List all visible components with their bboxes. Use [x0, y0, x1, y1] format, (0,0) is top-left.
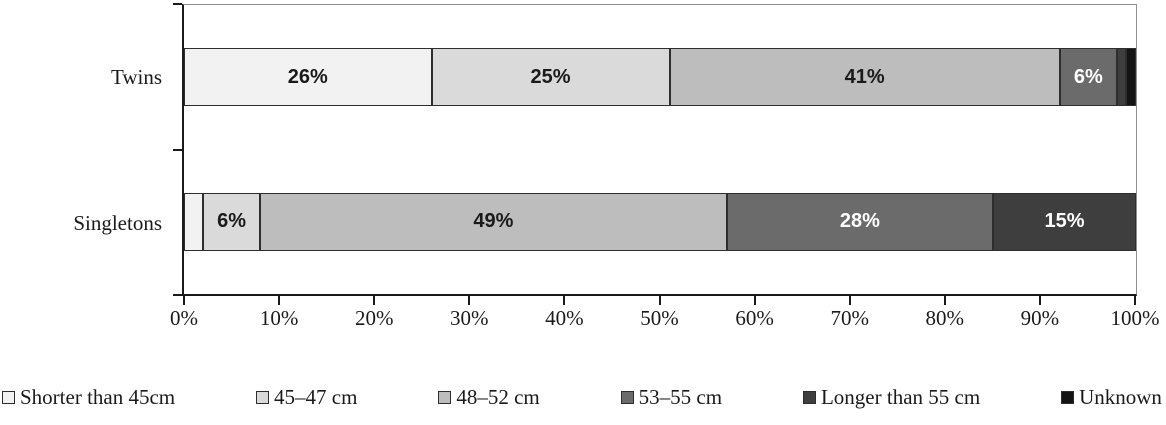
legend-swatch	[1061, 391, 1075, 404]
x-axis-tick	[278, 296, 281, 305]
bar-segment-singletons-4: 15%	[993, 192, 1136, 251]
x-axis-tick-label: 10%	[259, 306, 299, 330]
bar-value-label: 25%	[530, 65, 571, 88]
x-axis-tick	[1038, 296, 1041, 305]
bar-value-label: 41%	[844, 65, 885, 88]
x-axis-tick-label: 80%	[925, 306, 965, 330]
x-axis-tick-label: 70%	[830, 306, 869, 330]
stacked-bar-twins: 26% 25% 41% 6%	[184, 48, 1136, 107]
category-label-singletons: Singletons	[73, 210, 162, 235]
x-axis-tick	[848, 296, 851, 305]
legend-item-2: 48–52 cm	[438, 385, 540, 410]
x-axis-tick-label: 40%	[545, 306, 584, 330]
bar-value-label: 15%	[1044, 210, 1085, 233]
x-axis-ticks	[183, 296, 1136, 305]
bar-segment-twins-0: 26%	[184, 48, 432, 107]
legend-swatch	[620, 391, 634, 404]
legend-item-0: Shorter than 45cm	[2, 385, 175, 410]
x-axis-tick-label: 0%	[170, 306, 198, 330]
plot-area: 26% 25% 41% 6% 6% 49% 28% 15%	[182, 4, 1137, 296]
legend-item-3: 53–55 cm	[620, 385, 723, 410]
legend-item-1: 45–47 cm	[256, 385, 357, 410]
x-axis-tick-labels: 0% 10% 20% 30% 40% 50% 60% 70% 80% 90% 100%	[170, 306, 1160, 332]
y-axis-tick	[173, 294, 182, 296]
bar-segment-singletons-2: 49%	[260, 192, 727, 251]
bar-segment-twins-1: 25%	[431, 48, 670, 107]
bar-segment-twins-3: 6%	[1059, 48, 1117, 107]
x-axis-tick	[183, 296, 185, 305]
legend-label: Shorter than 45cm	[20, 385, 176, 409]
x-axis-tick-label: 30%	[450, 306, 489, 330]
x-axis-tick-label: 50%	[640, 306, 679, 330]
x-axis-tick	[468, 296, 471, 305]
stacked-bar-singletons: 6% 49% 28% 15%	[184, 192, 1136, 251]
x-axis-tick	[658, 296, 661, 305]
legend-label: Longer than 55 cm	[820, 385, 981, 409]
legend: Shorter than 45cm 45–47 cm 48–52 cm 53–55 c…	[2, 385, 1162, 410]
x-axis-tick	[563, 296, 566, 305]
bar-segment-twins-4	[1116, 48, 1127, 107]
y-axis-tick	[173, 3, 182, 5]
y-axis-tick	[173, 149, 182, 151]
legend-item-4: Longer than 55 cm	[802, 385, 981, 410]
legend-swatch	[438, 391, 452, 404]
category-labels: Twins Singletons	[0, 4, 172, 296]
bar-value-label: 49%	[473, 210, 514, 233]
bar-value-label: 6%	[1073, 65, 1103, 88]
bar-value-label: 6%	[217, 210, 247, 233]
category-band-twins: 26% 25% 41% 6%	[184, 5, 1136, 150]
legend-label: Unknown	[1079, 385, 1162, 409]
x-axis-tick	[1134, 296, 1136, 305]
legend-item-5: Unknown	[1061, 385, 1162, 410]
bar-value-label: 26%	[287, 65, 328, 88]
legend-label: 45–47 cm	[274, 385, 358, 409]
legend-swatch	[2, 391, 15, 404]
bar-segment-singletons-3: 28%	[726, 192, 994, 251]
x-axis-tick	[753, 296, 756, 305]
legend-swatch	[256, 391, 270, 404]
bar-segment-twins-2: 41%	[669, 48, 1060, 107]
category-band-singletons: 6% 49% 28% 15%	[184, 150, 1136, 295]
x-axis-tick	[943, 296, 946, 305]
bar-value-label: 28%	[839, 210, 880, 233]
x-axis-tick-label: 60%	[735, 306, 774, 330]
x-axis-tick-label: 100%	[1110, 306, 1160, 330]
bar-segment-singletons-0	[184, 192, 204, 251]
legend-swatch	[802, 391, 816, 404]
category-label-twins: Twins	[110, 64, 162, 89]
x-axis-tick-label: 20%	[354, 306, 394, 330]
legend-label: 53–55 cm	[638, 385, 723, 409]
x-axis-tick-label: 90%	[1020, 306, 1060, 330]
bar-segment-twins-5	[1126, 48, 1136, 107]
bar-segment-singletons-1: 6%	[203, 192, 261, 251]
x-axis-tick	[373, 296, 376, 305]
legend-label: 48–52 cm	[456, 385, 540, 409]
